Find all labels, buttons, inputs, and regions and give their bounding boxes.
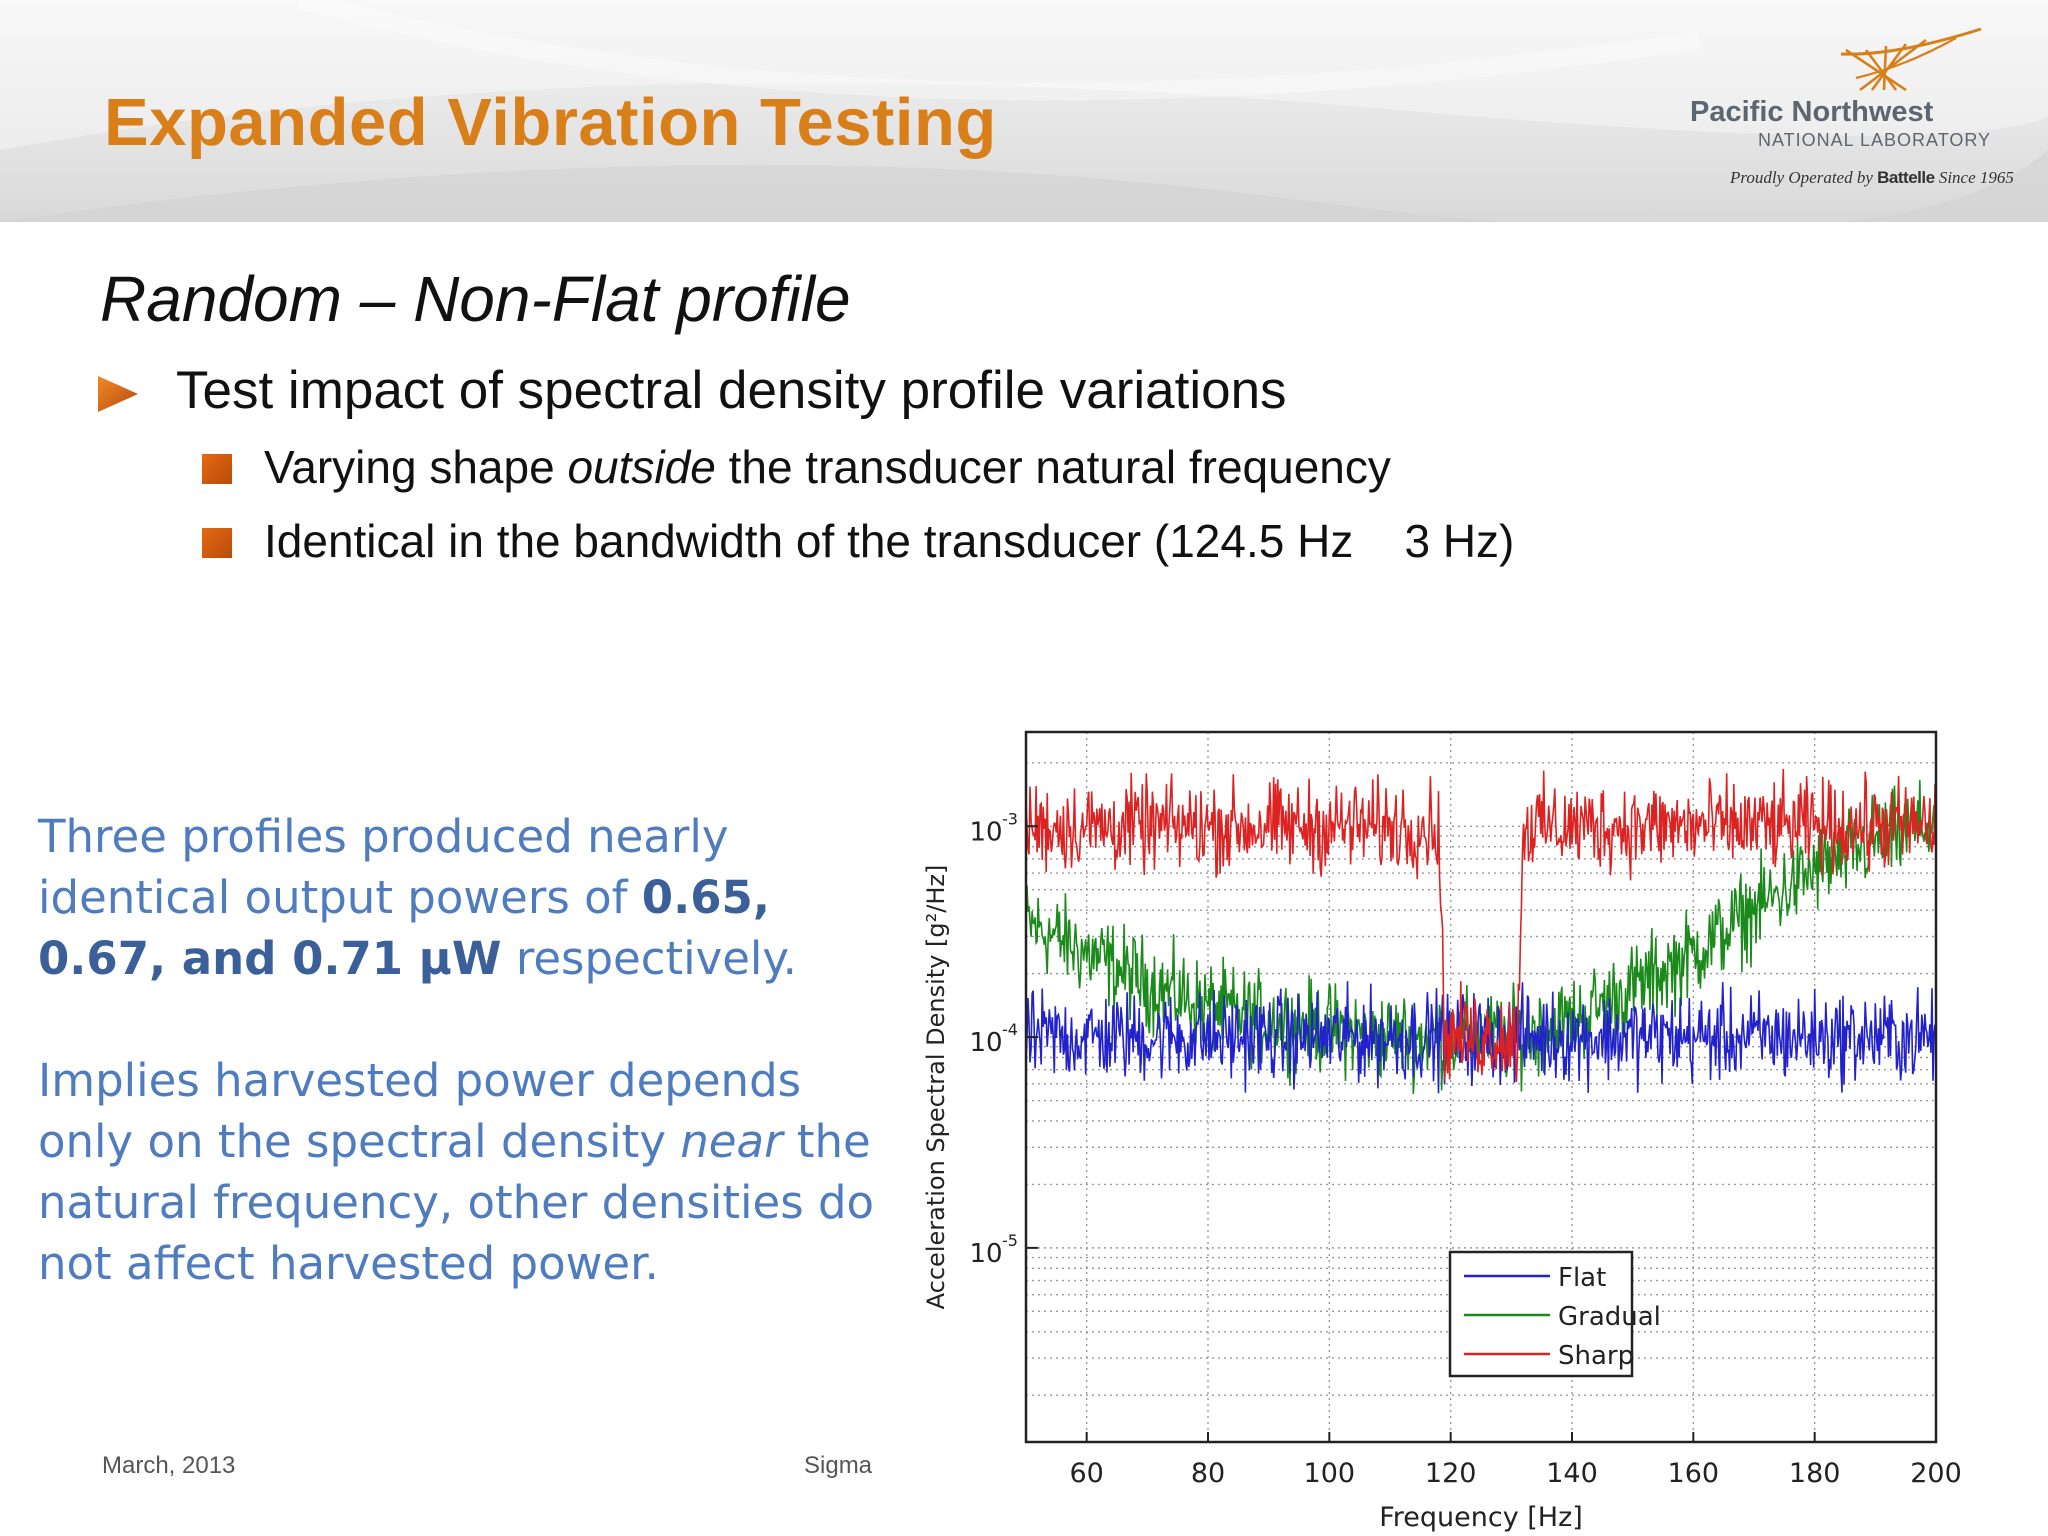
y-tick-exponent: -5 <box>1002 1231 1018 1250</box>
p1-pre: Three profiles produced nearly identical… <box>38 810 729 924</box>
x-tick-label: 120 <box>1425 1458 1477 1489</box>
p2-post: the natural frequency, other densities d… <box>38 1115 875 1290</box>
y-tick-exponent: -4 <box>1002 1020 1018 1039</box>
y-axis-label: Acceleration Spectral Density [g²/Hz] <box>922 865 950 1310</box>
sub1-pre: Varying shape <box>264 441 555 493</box>
x-tick-label: 180 <box>1789 1458 1841 1489</box>
x-tick-label: 200 <box>1910 1458 1960 1489</box>
x-tick-label: 140 <box>1546 1458 1598 1489</box>
series-line-sharp <box>1025 768 1937 1083</box>
x-axis-label: Frequency [Hz] <box>1379 1502 1583 1533</box>
sub1-post: the transducer natural frequency <box>728 441 1391 493</box>
tagline-brand: Battelle <box>1877 168 1935 187</box>
y-tick-label: 10 <box>969 1028 1002 1058</box>
sub2-text: Identical in the bandwidth of the transd… <box>264 515 1515 567</box>
y-tick-label: 10 <box>969 817 1002 847</box>
square-bullet-icon <box>202 454 232 484</box>
bullet-arrow-icon <box>98 376 138 412</box>
plot-frame <box>1024 730 1938 1444</box>
p2-emphasis: near <box>680 1115 783 1168</box>
pnnl-logo-icon <box>1840 27 1982 92</box>
x-tick-label: 100 <box>1304 1458 1356 1489</box>
side-note-p1: Three profiles produced nearly identical… <box>38 806 898 989</box>
p1-bold: 0.65, 0.67, and 0.71 µW <box>38 871 770 985</box>
side-note: Three profiles produced nearly identical… <box>38 806 898 1294</box>
pnnl-logo: Pacific Northwest NATIONAL LABORATORY <box>1690 96 2020 196</box>
x-tick-label: 80 <box>1191 1458 1225 1489</box>
side-note-p2: Implies harvested power depends only on … <box>38 1050 898 1294</box>
y-tick-exponent: -3 <box>1002 809 1018 828</box>
logo-org-subname: NATIONAL LABORATORY <box>1758 130 1992 150</box>
series-line-flat <box>1025 981 1937 1094</box>
main-bullet-text: Test impact of spectral density profile … <box>176 361 1287 420</box>
logo-tagline: Proudly Operated by Battelle Since 1965 <box>1730 168 2014 188</box>
y-tick-label: 10 <box>969 1239 1002 1269</box>
p2-pre: Implies harvested power depends only on … <box>38 1054 802 1168</box>
tagline-post: Since 1965 <box>1938 168 2014 187</box>
slide-subtitle: Random – Non-Flat profile <box>100 263 851 335</box>
slide-title: Expanded Vibration Testing <box>104 85 997 160</box>
tagline-pre: Proudly Operated by <box>1730 168 1873 187</box>
x-tick-label: 60 <box>1069 1458 1103 1489</box>
header-swoosh-graphic <box>0 0 2048 222</box>
series-line-gradual <box>1025 766 1937 1094</box>
slide-header: Expanded Vibration Testing Pacific North… <box>0 0 2048 222</box>
p1-post: respectively. <box>515 932 797 985</box>
logo-org-name: Pacific Northwest <box>1690 96 1934 128</box>
legend-label-gradual: Gradual <box>1558 1302 1661 1332</box>
square-bullet-icon <box>202 528 232 558</box>
legend-label-flat: Flat <box>1558 1263 1606 1293</box>
sub1-emphasis: outside <box>567 441 716 493</box>
footer-center-text: Sigma <box>804 1452 873 1479</box>
x-tick-label: 160 <box>1668 1458 1720 1489</box>
footer-date: March, 2013 <box>102 1452 236 1479</box>
legend-label-sharp: Sharp <box>1558 1341 1634 1371</box>
